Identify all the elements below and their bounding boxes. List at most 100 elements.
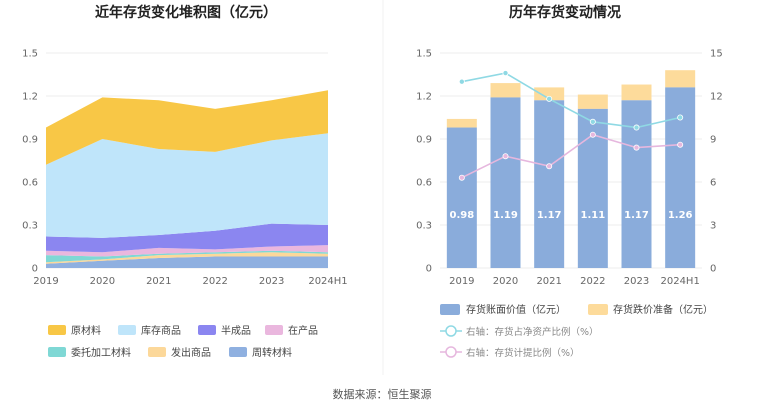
y2-tick-label: 12 — [710, 92, 723, 103]
reserve-bar — [621, 84, 652, 101]
left-x-axis: 2019 2020 2021 2022 2023 2024H1 — [33, 276, 347, 287]
left-y-axis: 0 0.3 0.6 0.9 1.2 1.5 — [22, 49, 38, 275]
x-tick-label: 2023 — [259, 276, 284, 287]
x-tick-label: 2019 — [449, 276, 474, 287]
legend-marker — [445, 346, 457, 358]
y-tick-label: 0.9 — [416, 135, 432, 146]
y2-tick-label: 6 — [710, 178, 716, 189]
x-tick-label: 2021 — [146, 276, 171, 287]
right-x-axis: 2019 2020 2021 2022 2023 2024H1 — [449, 276, 700, 287]
left-chart-title: 近年存货变化堆积图（亿元） — [95, 4, 277, 21]
line-point — [677, 141, 684, 148]
bar-data-label: 1.17 — [624, 210, 649, 221]
x-tick-label: 2020 — [493, 276, 518, 287]
y2-tick-label: 15 — [710, 49, 723, 60]
bar-data-label: 1.17 — [537, 210, 562, 221]
x-tick-label: 2023 — [624, 276, 649, 287]
legend-label: 发出商品 — [171, 346, 211, 359]
line-point — [502, 153, 509, 160]
x-tick-label: 2022 — [202, 276, 227, 287]
legend-label: 委托加工材料 — [71, 346, 131, 359]
line-point — [677, 114, 684, 121]
line-point — [589, 131, 596, 138]
inventory-stacked-area-chart: 近年存货变化堆积图（亿元） 00.30.60.91.21.5 2019 2020 2… — [22, 4, 348, 359]
y-tick-label: 0 — [426, 264, 432, 275]
data-source: 数据来源：恒生聚源 — [333, 387, 432, 401]
legend-swatch — [588, 304, 608, 315]
x-tick-label: 2024H1 — [308, 276, 347, 287]
x-tick-label: 2021 — [536, 276, 561, 287]
bar-data-label: 1.19 — [493, 210, 518, 221]
y-tick-label: 1.5 — [416, 49, 432, 60]
legend-label: 周转材料 — [252, 346, 292, 359]
bar-data-label: 1.11 — [580, 210, 605, 221]
legend-swatch — [48, 325, 66, 335]
book-value-bar — [446, 127, 477, 269]
reserve-bar — [534, 87, 565, 101]
legend-label: 存货跌价准备（亿元） — [613, 303, 713, 316]
book-value-bar — [665, 87, 696, 269]
y2-tick-label: 3 — [710, 221, 716, 232]
x-tick-label: 2020 — [90, 276, 115, 287]
y-tick-label: 0 — [32, 264, 38, 275]
reserve-bar — [665, 70, 696, 88]
y-tick-label: 0.6 — [416, 178, 432, 189]
legend-label: 存货账面价值（亿元） — [466, 303, 566, 316]
line-point — [589, 118, 596, 125]
right-y-axis-right: 0 3 6 9 12 15 — [710, 49, 723, 275]
area-stock_goods — [46, 133, 328, 238]
legend-label: 右轴：存货占净资产比例（%） — [466, 326, 599, 338]
y-tick-label: 0.9 — [22, 135, 38, 146]
right-chart-title: 历年存货变动情况 — [509, 4, 621, 21]
legend-label: 半成品 — [221, 324, 251, 337]
area-consigned — [46, 250, 328, 263]
reserve-bar — [446, 118, 477, 128]
y2-tick-label: 0 — [710, 264, 716, 275]
y-tick-label: 0.3 — [416, 221, 432, 232]
line-point — [546, 95, 553, 102]
area-shipped — [46, 252, 328, 264]
reserve-bar — [490, 83, 521, 98]
legend-swatch — [198, 325, 216, 335]
book-value-bar — [534, 100, 565, 268]
y-tick-label: 0.3 — [22, 221, 38, 232]
legend-marker — [445, 325, 457, 337]
y-tick-label: 1.5 — [22, 49, 38, 60]
line-point — [546, 163, 553, 170]
y-tick-label: 1.2 — [22, 92, 38, 103]
reserve-bar — [577, 94, 608, 109]
right-bar-series — [446, 70, 696, 269]
line-point — [458, 174, 465, 181]
area-raw_materials — [46, 90, 328, 165]
y-tick-label: 0.6 — [22, 178, 38, 189]
legend-swatch — [265, 325, 283, 335]
left-area-series — [46, 90, 328, 268]
x-tick-label: 2024H1 — [660, 276, 699, 287]
legend-swatch — [229, 347, 247, 357]
book-value-bar — [490, 97, 521, 268]
legend-label: 右轴：存货计提比例（%） — [466, 347, 580, 359]
legend-swatch — [148, 347, 166, 357]
line-point — [633, 144, 640, 151]
bar-data-label: 0.98 — [449, 210, 474, 221]
right-data-labels: 0.98 1.19 1.17 1.11 1.17 1.26 — [449, 210, 692, 221]
inventory-change-bar-chart: 历年存货变动情况 0.98 1.19 1.17 1.11 1.17 1.26 0 0.3 0.… — [416, 4, 723, 359]
legend-swatch — [48, 347, 66, 357]
x-tick-label: 2019 — [33, 276, 58, 287]
line-point — [633, 124, 640, 131]
legend-label: 库存商品 — [141, 324, 181, 337]
x-tick-label: 2022 — [580, 276, 605, 287]
line-provision_line — [461, 133, 681, 179]
area-turnover — [46, 256, 328, 268]
legend-swatch — [440, 304, 460, 315]
right-line-series — [458, 70, 684, 181]
line-point — [502, 70, 509, 77]
area-in_process — [46, 245, 328, 257]
legend-label: 在产品 — [288, 324, 318, 337]
y2-tick-label: 9 — [710, 135, 716, 146]
bar-data-label: 1.26 — [668, 210, 693, 221]
legend-swatch — [118, 325, 136, 335]
right-grid — [440, 52, 702, 269]
